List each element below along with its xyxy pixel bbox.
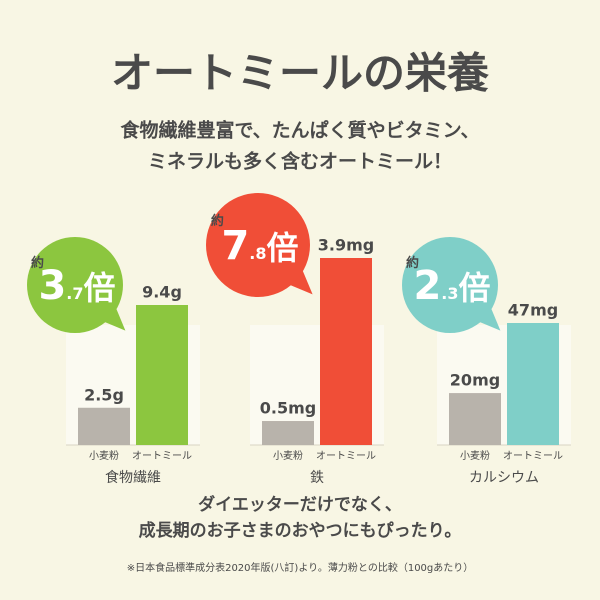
value-label: 47mg [508, 301, 558, 320]
bar [320, 258, 372, 445]
x-axis-label: 食物繊維 [105, 469, 161, 486]
category-label: 小麦粉 [273, 449, 303, 462]
bar [136, 305, 188, 445]
value-label: 20mg [450, 371, 500, 390]
category-label: オートミール [503, 450, 563, 462]
badge-prefix: 約 [31, 255, 44, 271]
category-label: 小麦粉 [89, 449, 119, 462]
badge-ratio: 7.8倍 [221, 223, 298, 269]
badge-ratio: 3.7倍 [38, 263, 115, 309]
subtitle-line: 食物繊維豊富で、たんぱく質やビタミン、 [120, 119, 479, 142]
subtitle-line: ミネラルも多く含むオートミール！ [148, 150, 452, 173]
badge [206, 193, 310, 297]
badge [402, 237, 498, 333]
badge-whole: 3 [38, 263, 66, 309]
category-label: 小麦粉 [460, 449, 490, 462]
note: ※日本食品標準成分表2020年版(八訂)より。薄力粉との比較（100gあたり） [127, 561, 474, 574]
category-label: オートミール [132, 450, 192, 462]
badge-whole: 7 [221, 223, 249, 269]
badge-fraction: .7 [66, 284, 83, 303]
value-label: 3.9mg [318, 236, 374, 255]
badge-prefix: 約 [406, 255, 419, 271]
badge-suffix: 倍 [84, 269, 116, 307]
category-label: オートミール [316, 450, 376, 462]
title: オートミールの栄養 [111, 49, 489, 98]
footer-line: ダイエッターだけでなく、 [198, 494, 402, 515]
badge-ratio: 2.3倍 [413, 263, 490, 309]
bar [449, 393, 501, 445]
bar [262, 421, 314, 445]
badge-whole: 2 [413, 263, 441, 309]
value-label: 9.4g [142, 283, 182, 302]
value-label: 2.5g [84, 385, 124, 404]
badge-fraction: .8 [249, 244, 266, 263]
bar [507, 323, 559, 445]
badge-suffix: 倍 [459, 269, 491, 307]
footer-line: 成長期のお子さまのおやつにもぴったり。 [139, 520, 462, 541]
badge-suffix: 倍 [267, 229, 299, 267]
x-axis-label: 鉄 [310, 470, 324, 486]
badge-fraction: .3 [441, 284, 458, 303]
value-label: 0.5mg [260, 399, 316, 418]
badge-prefix: 約 [211, 213, 224, 229]
x-axis-label: カルシウム [469, 470, 539, 486]
bar [78, 407, 130, 445]
badge [27, 237, 123, 333]
